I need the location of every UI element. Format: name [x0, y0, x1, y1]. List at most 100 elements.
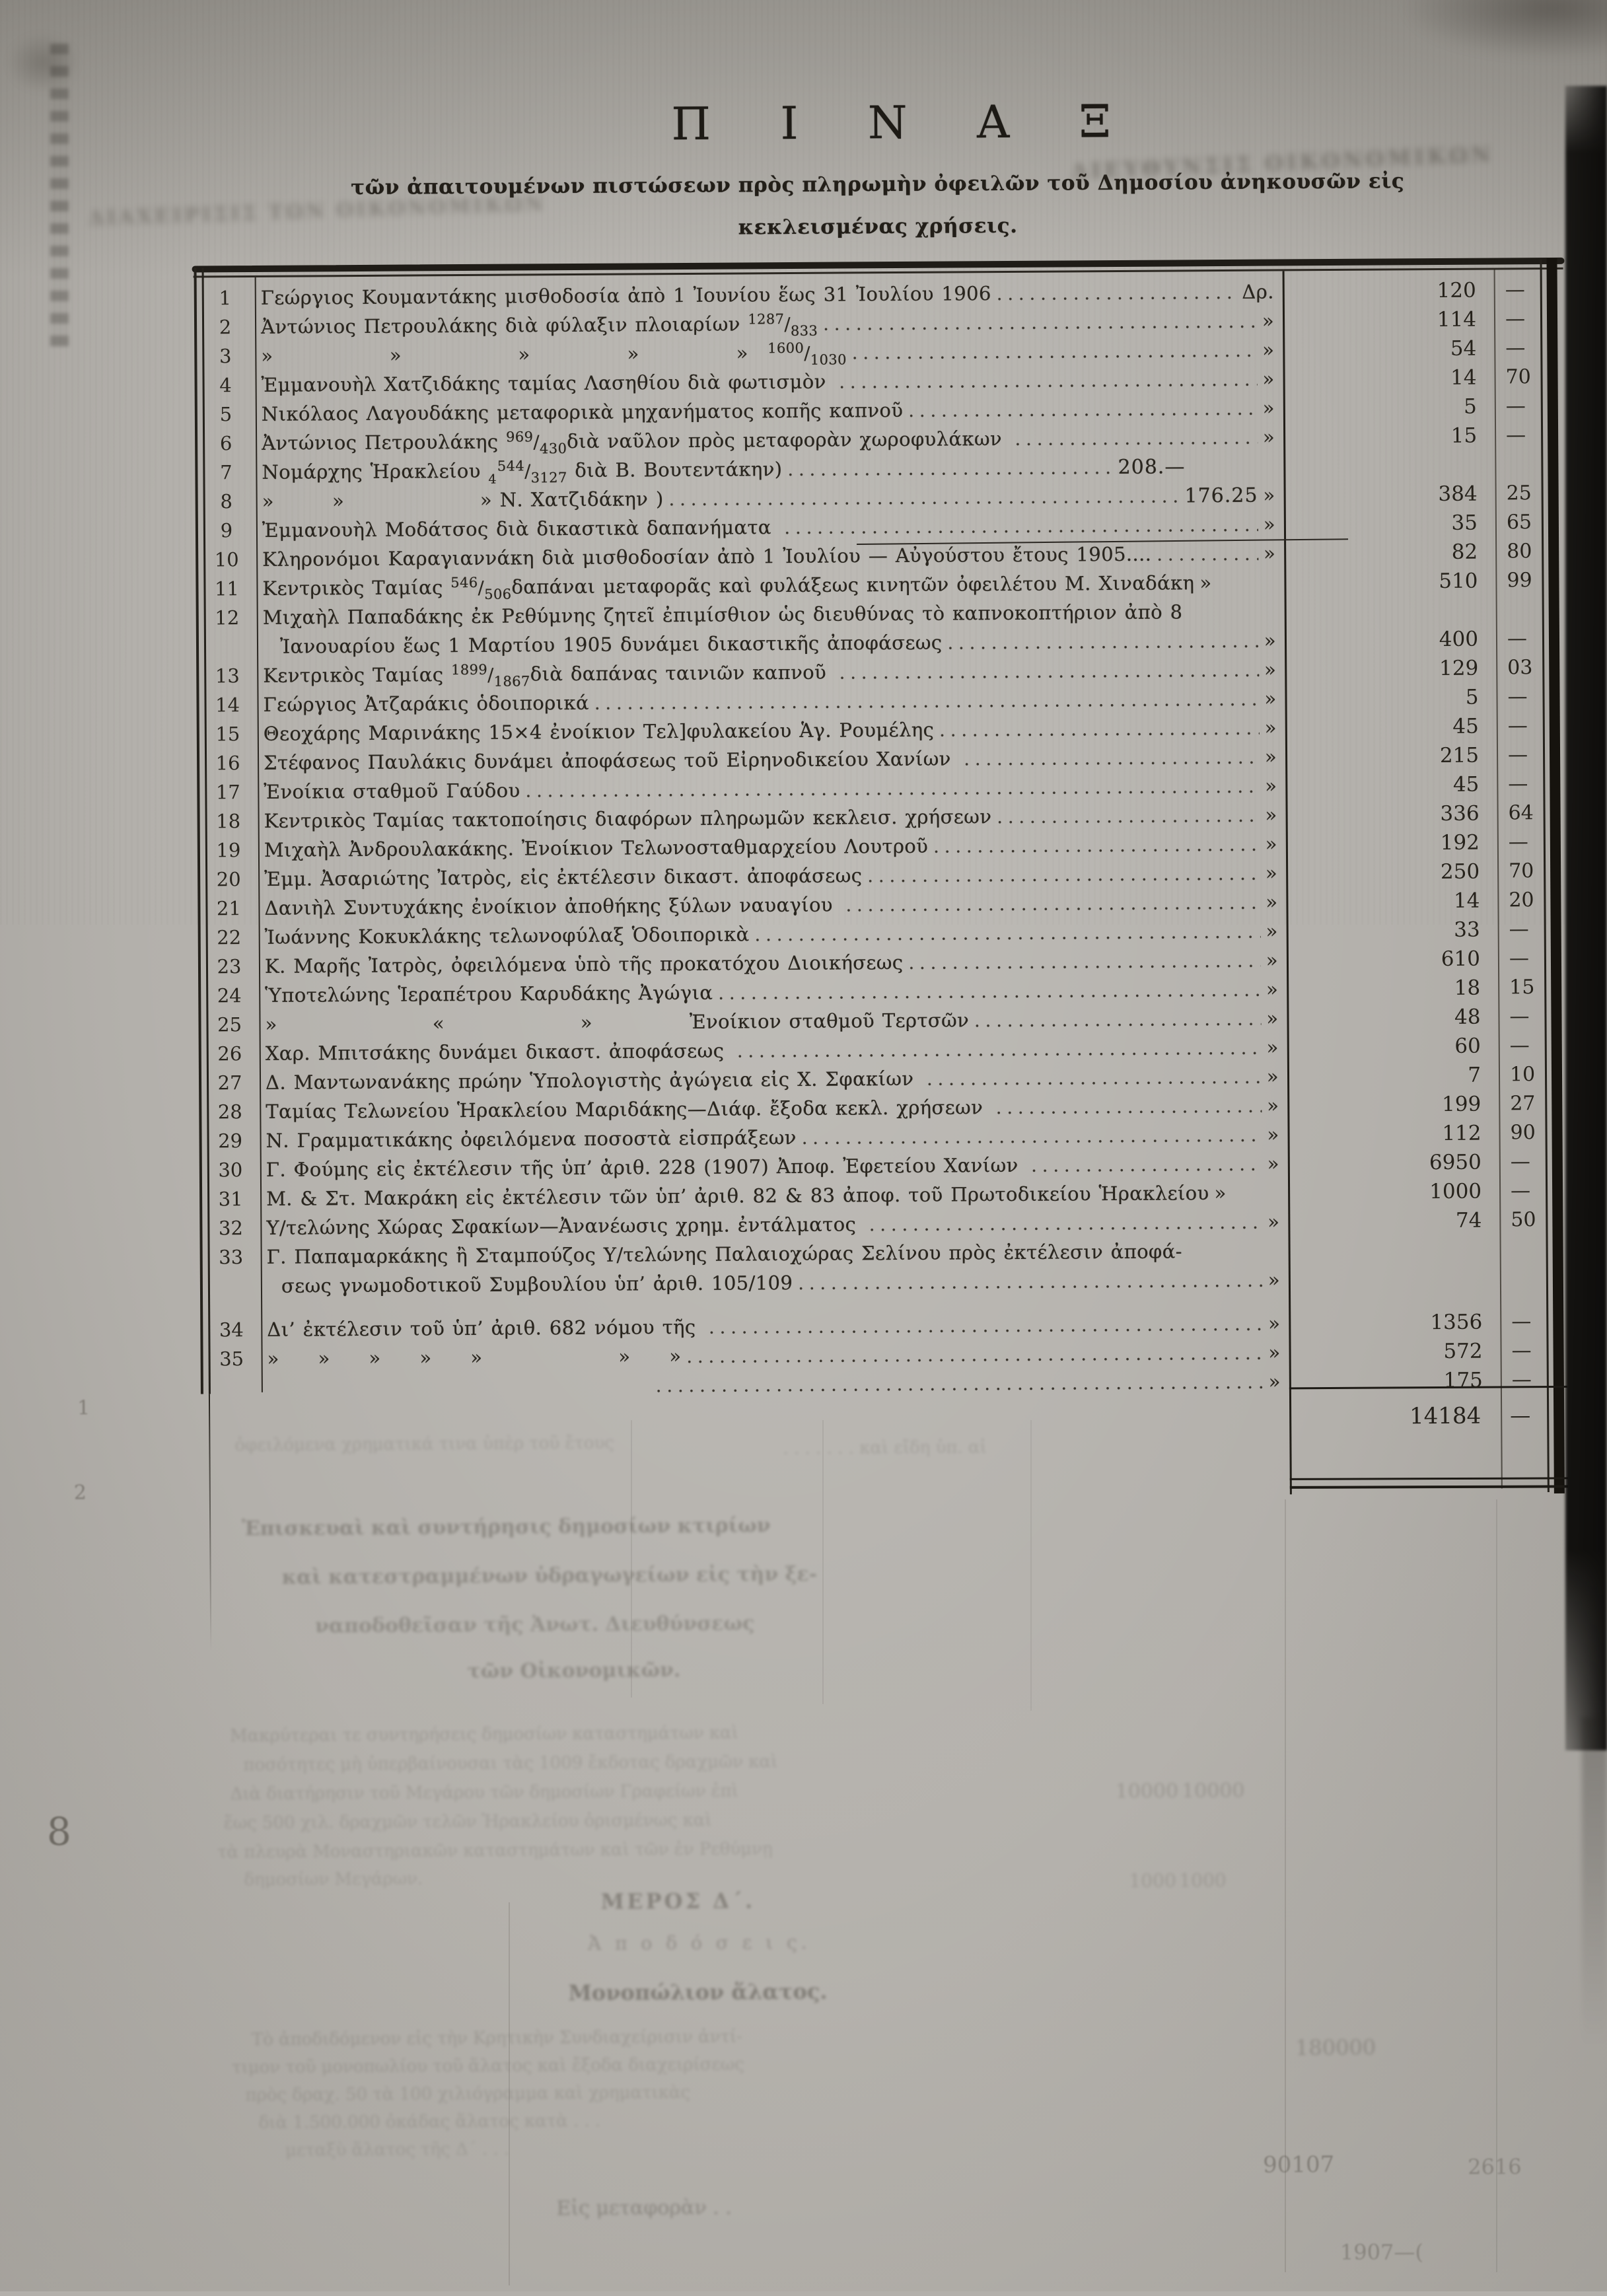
row-number: 31 [218, 1188, 243, 1211]
row-text: Υ/τελώνης Χώρας Σφακίων—Ἀνανέωσις χρημ. … [266, 1213, 864, 1239]
row-text: Γεώργιος Κουμαντάκης μισθοδοσία ἀπὸ 1 Ἰο… [260, 282, 991, 309]
row-cents: — [1509, 917, 1529, 941]
inline-amount: 208.— [1118, 455, 1186, 479]
row-cents: — [1511, 1368, 1532, 1392]
row-cents: 70 [1509, 859, 1534, 883]
bleedthrough-text: 180000 [1295, 2034, 1376, 2061]
row-amount [1284, 450, 1495, 480]
row-amount: 199 [1442, 1092, 1482, 1117]
row-text: » « » Ἐνοίκιον σταθμοῦ Τερτσῶν [265, 1009, 970, 1036]
bleedthrough-text: 8 [46, 1809, 72, 1854]
currency-mark: » [1268, 1268, 1281, 1291]
bleedthrough-text: 2616 [1468, 2154, 1522, 2180]
row-number: 9 [220, 519, 233, 542]
row-cents: 90 [1510, 1121, 1536, 1145]
row-reference-fraction: 1287/833 [748, 309, 818, 341]
currency-mark: » [1214, 1181, 1227, 1205]
row-text: » » » » » [261, 341, 768, 367]
row-number: 30 [218, 1159, 243, 1182]
row-cents [1495, 450, 1561, 480]
row-number: 2 [219, 316, 232, 339]
dotted-leader: ........................................… [926, 1063, 1262, 1090]
row-amount: 129 [1439, 656, 1479, 681]
row-amount: 54 [1450, 336, 1477, 361]
dotted-leader: ........................................… [851, 336, 1258, 364]
row-amount: 510 [1439, 569, 1478, 594]
fraction-denominator: 3127 [530, 470, 567, 486]
row-number: 24 [217, 984, 242, 1007]
row-number: 21 [216, 897, 242, 920]
row-cents [1497, 595, 1563, 625]
bleedthrough-text: ἕως 500 χιλ. δραχμῶν τελῶν Ἡρακλείου ὁρι… [223, 1810, 712, 1834]
dotted-leader: ........................................… [933, 830, 1260, 857]
table-rows: 1 Γεώργιος Κουμαντάκης μισθοδοσία ἀπὸ 1 Ἰ… [195, 275, 1567, 1403]
row-number: 20 [216, 868, 241, 891]
currency-mark: » [1265, 803, 1277, 826]
row-amount: 572 [1443, 1339, 1483, 1363]
currency-mark: » [1268, 1210, 1280, 1233]
row-amount: 114 [1437, 307, 1477, 332]
row-amount: 5 [1465, 685, 1479, 709]
bleedthrough-text: δημοσίων Μεγάρων. [244, 1869, 423, 1890]
row-description: ........................................… [262, 1367, 1290, 1402]
row-text: Ν. Γραμματικάκης ὀφειλόμενα ποσοστὰ εἰσπ… [266, 1126, 797, 1152]
currency-mark: » [1267, 1152, 1279, 1175]
bleedthrough-text: τιμον τοῦ μονοπωλίου τοῦ ἅλατος καὶ ἔξοδ… [232, 2054, 744, 2078]
total-cents: — [1510, 1404, 1531, 1428]
row-amount: 74 [1455, 1208, 1482, 1233]
row-text: Δ. Μαντωνανάκης πρώην Ὑπολογιστὴς ἀγώγει… [265, 1067, 922, 1094]
row-text: Ἐμμ. Ἀσαριώτης Ἰατρὸς, εἰς ἐκτέλεσιν δικ… [264, 864, 863, 890]
row-cents: — [1509, 1034, 1530, 1058]
row-amount: 14 [1453, 888, 1480, 913]
dotted-leader: ........................................… [839, 656, 1260, 684]
bleedthrough-text: 10000 10000 [1115, 1779, 1245, 1804]
dotted-leader: ........................................… [798, 1266, 1263, 1294]
fraction-denominator: 1867 [493, 673, 530, 690]
row-text: Νομάρχης Ἡρακλείου [262, 459, 489, 484]
currency-mark: » [1263, 513, 1276, 536]
fraction-numerator: 1600 [768, 340, 804, 357]
row-number: 22 [217, 926, 242, 949]
bleed-column-line [1496, 1499, 1497, 2272]
bleedthrough-text: 90107 [1262, 2151, 1335, 2178]
fraction-slash: / [524, 461, 531, 482]
row-cents: — [1505, 278, 1525, 302]
currency-mark: » [1264, 629, 1277, 652]
row-number: 17 [215, 781, 240, 804]
row-text: Θεοχάρης Μαρινάκης 15×4 ἐνοίκιον Τελ]φυλ… [263, 718, 935, 745]
row-text: Ἰωάννης Κοκυκλάκης τελωνοφύλαξ Ὁδοιπορικ… [264, 923, 750, 949]
currency-mark: » [1262, 338, 1275, 361]
fraction-denominator: 833 [790, 322, 818, 340]
row-number: 10 [214, 548, 239, 571]
bleedthrough-text: 1907—( [1339, 2239, 1423, 2265]
row-number: 26 [217, 1042, 242, 1065]
row-text: Ἀντώνιος Πετρουλάκης διὰ φύλαξιν πλοιαρί… [260, 312, 748, 338]
row-number: 33 [219, 1246, 244, 1269]
row-text: Γ. Φούμης εἰς ἐκτέλεσιν τῆς ὑπ’ ἀριθ. 22… [266, 1153, 1026, 1181]
row-text: Ταμίας Τελωνείου Ἡρακλείου Μαριδάκης—Διά… [266, 1096, 991, 1123]
bleedthrough-text: τὰ πλευρὰ Μοναστηριακῶν καταστημάτων καὶ… [217, 1839, 773, 1863]
bleedthrough-text: Τὸ ἀποδιδόμενον εἰς τὴν Κρητικὴν Συνδιαχ… [251, 2027, 742, 2050]
row-number [197, 632, 258, 662]
bleedthrough-text: 2 [73, 1481, 87, 1505]
row-cents: 25 [1506, 482, 1532, 505]
row-reference-fraction: 1899/1867 [451, 659, 530, 690]
dotted-leader: ........................................… [908, 947, 1261, 974]
row-text: Μιχαὴλ Ἀνδρουλακάκης. Ἐνοίκιον Τελωνοστα… [264, 834, 929, 861]
row-number: 28 [217, 1100, 242, 1124]
fraction-numerator: 1899 [450, 661, 488, 678]
row-number: 11 [214, 577, 240, 600]
row-reference-fraction: 969/430 [506, 427, 567, 458]
fraction-slash: / [533, 432, 540, 453]
row-cents: 27 [1510, 1092, 1536, 1116]
row-amount: 45 [1452, 772, 1480, 797]
total-amount: 14184 [1409, 1402, 1482, 1430]
row-number: 5 [219, 403, 232, 426]
bleed-column-line [631, 1420, 632, 1698]
currency-mark: » [1266, 1007, 1279, 1030]
currency-mark: » [1263, 542, 1276, 565]
row-text: » » » » » » » [267, 1345, 682, 1370]
row-cents: 10 [1509, 1063, 1536, 1087]
